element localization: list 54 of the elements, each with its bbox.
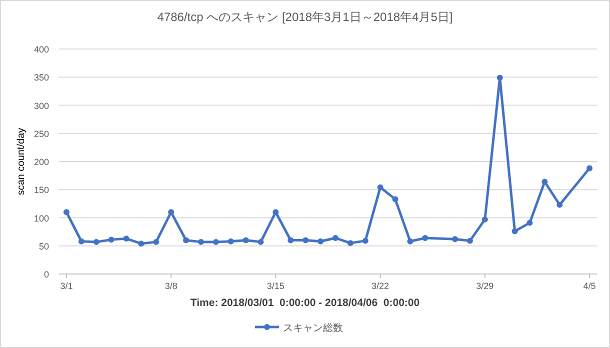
- point: [422, 235, 428, 241]
- point: [586, 165, 593, 172]
- y-tick-label: 200: [34, 157, 49, 167]
- point: [63, 209, 70, 216]
- point: [78, 238, 84, 244]
- point: [556, 202, 563, 208]
- y-tick-label: 150: [34, 185, 49, 196]
- point: [242, 237, 249, 244]
- point: [482, 216, 488, 222]
- y-axis-title: scan count/day: [16, 128, 27, 196]
- x-tick-label: 3/1: [60, 281, 73, 291]
- y-tick-label: 250: [34, 128, 49, 139]
- x-tick-label: 3/15: [266, 281, 284, 291]
- point: [392, 196, 398, 202]
- point: [347, 240, 354, 246]
- point: [198, 238, 204, 245]
- point: [466, 238, 473, 244]
- point: [526, 220, 533, 226]
- point: [183, 237, 190, 244]
- point: [108, 236, 114, 243]
- point: [542, 178, 548, 185]
- y-tick-label: 300: [34, 100, 49, 111]
- point: [212, 238, 219, 245]
- x-tick-label: 3/8: [164, 281, 178, 291]
- x-tick-label: 3/29: [476, 281, 494, 291]
- point: [407, 238, 414, 244]
- x-tick-label: 4/5: [583, 281, 596, 291]
- point: [153, 238, 160, 245]
- point: [93, 238, 100, 245]
- point: [332, 235, 338, 241]
- point: [288, 237, 294, 244]
- point: [496, 74, 503, 81]
- point: [272, 209, 279, 216]
- point: [258, 238, 264, 245]
- y-tick-label: 100: [34, 213, 49, 224]
- legend-label: スキャン総数: [283, 322, 343, 334]
- x-axis-title: Time: 2018/03/01 0:00:00 - 2018/04/06 0:00:00: [190, 297, 420, 309]
- point: [302, 237, 309, 244]
- y-tick-label: 350: [34, 72, 49, 83]
- point: [362, 238, 368, 244]
- point: [452, 236, 458, 242]
- point: [318, 238, 324, 244]
- y-tick-label: 0: [44, 270, 49, 280]
- x-tick-label: 3/22: [372, 281, 390, 291]
- point: [228, 238, 234, 244]
- y-tick-label: 400: [34, 44, 49, 54]
- point: [168, 209, 174, 216]
- legend: スキャン総数: [255, 323, 343, 334]
- chart-title: 4786/tcp へのスキャン [2018年3月1日～2018年4月5日]: [157, 10, 453, 24]
- point: [377, 184, 384, 190]
- point: [138, 240, 144, 247]
- point: [512, 228, 518, 234]
- point: [123, 236, 130, 242]
- y-tick-label: 50: [38, 241, 49, 252]
